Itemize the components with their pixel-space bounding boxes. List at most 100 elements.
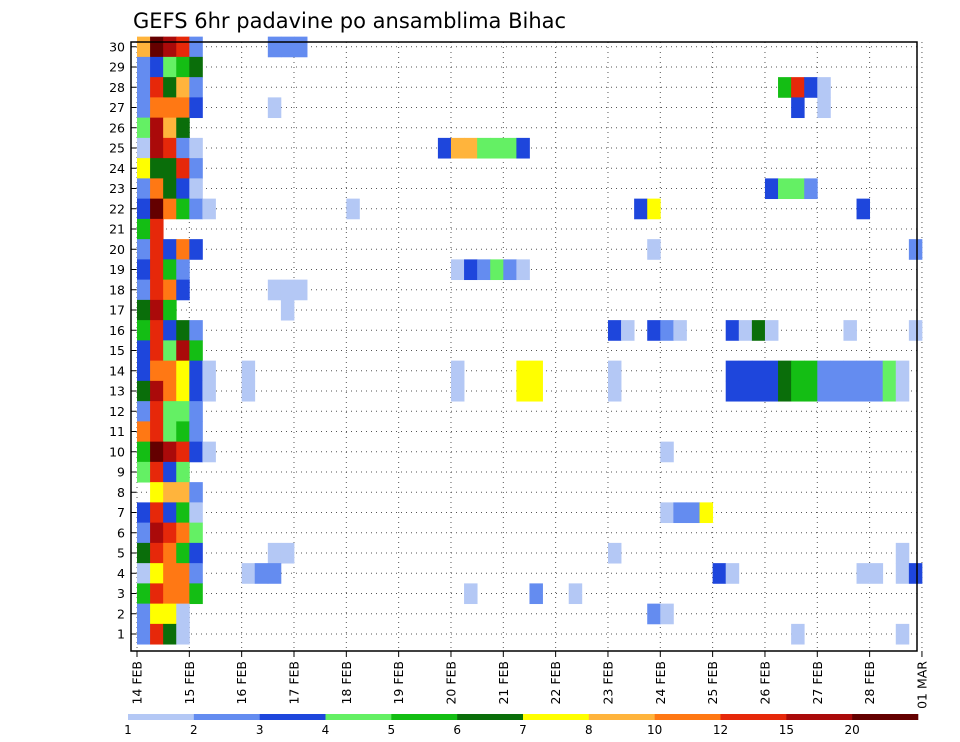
- heatmap-cell: [150, 279, 164, 301]
- heatmap-cell: [686, 502, 700, 524]
- heatmap-cell: [751, 360, 766, 382]
- heatmap-cell: [176, 239, 190, 260]
- heatmap-cell: [150, 421, 164, 443]
- y-axis-ticks: 1234567891011121314151617181920212223242…: [109, 39, 136, 642]
- heatmap-cell: [163, 97, 177, 119]
- x-tick-label: 15 FEB: [182, 661, 197, 705]
- heatmap-cell: [280, 279, 295, 301]
- heatmap-cell: [791, 623, 805, 645]
- heatmap-cell: [202, 380, 216, 402]
- heatmap-cell: [176, 259, 190, 281]
- heatmap-cell: [804, 77, 818, 98]
- heatmap-cell: [856, 563, 871, 584]
- heatmap-cell: [660, 502, 674, 524]
- heatmap-cell: [280, 299, 295, 321]
- colorbar-swatch: [654, 714, 721, 720]
- heatmap-cell: [137, 259, 151, 281]
- heatmap-cell: [163, 360, 177, 382]
- heatmap-cell: [137, 178, 151, 200]
- heatmap-cell: [568, 583, 583, 605]
- heatmap-cell: [137, 158, 151, 179]
- heatmap-cell: [150, 77, 164, 98]
- heatmap-cell: [660, 441, 674, 463]
- x-tick-label: 22 FEB: [548, 661, 563, 705]
- heatmap-cell: [150, 340, 164, 362]
- heatmap-cell: [150, 320, 164, 341]
- heatmap-cell: [189, 583, 203, 605]
- heatmap-cell: [137, 502, 151, 524]
- heatmap-cell: [621, 320, 635, 341]
- heatmap-cell: [189, 178, 203, 200]
- heatmap-cell: [607, 320, 622, 341]
- heatmap-cell: [202, 198, 216, 220]
- heatmap-cell: [293, 279, 308, 301]
- heatmap-cell: [490, 137, 504, 159]
- colorbar-label: 7: [519, 723, 527, 737]
- heatmap-cell: [804, 178, 818, 200]
- x-tick-label: 01 MAR: [914, 661, 929, 709]
- y-tick-label: 13: [109, 384, 125, 399]
- y-tick-label: 15: [109, 343, 125, 358]
- x-tick-label: 14 FEB: [130, 661, 145, 705]
- heatmap-cell: [176, 401, 190, 422]
- heatmap-cell: [163, 623, 177, 645]
- heatmap-cell: [163, 522, 177, 544]
- heatmap-cell: [163, 299, 177, 321]
- heatmap-cell: [882, 380, 897, 402]
- heatmap-cell: [869, 380, 884, 402]
- heatmap-cell: [150, 482, 164, 503]
- heatmap-cell: [163, 178, 177, 200]
- heatmap-cell: [895, 623, 910, 645]
- colorbar-swatch: [391, 714, 458, 720]
- heatmap-cell: [189, 36, 203, 58]
- heatmap-cell: [241, 360, 256, 382]
- colorbar-label: 1: [124, 723, 132, 737]
- colorbar-swatch: [523, 714, 590, 720]
- heatmap-cell: [791, 380, 805, 402]
- heatmap-cell: [176, 360, 190, 382]
- heatmap-cell: [163, 158, 177, 179]
- y-tick-label: 8: [117, 485, 125, 500]
- heatmap-cell: [516, 380, 530, 402]
- heatmap-cell: [163, 401, 177, 422]
- heatmap-cell: [189, 340, 203, 362]
- heatmap-cell: [150, 259, 164, 281]
- heatmap-cell: [176, 279, 190, 301]
- heatmap-cell: [647, 198, 661, 220]
- heatmap-cell: [163, 320, 177, 341]
- heatmap-cell: [882, 360, 897, 382]
- heatmap-cell: [280, 36, 295, 58]
- heatmap-cell: [189, 320, 203, 341]
- heatmap-cell: [150, 218, 164, 240]
- heatmap-cell: [163, 117, 177, 139]
- heatmap-cell: [647, 603, 661, 625]
- y-tick-label: 16: [109, 323, 125, 338]
- heatmap-cell: [137, 239, 151, 260]
- heatmap-cell: [150, 603, 164, 625]
- heatmap-cell: [150, 380, 164, 402]
- heatmap-cell: [450, 360, 465, 382]
- heatmap-cell: [137, 218, 151, 240]
- colorbar-swatch: [720, 714, 787, 720]
- heatmap-cell: [163, 56, 177, 78]
- heatmap-cell: [176, 56, 190, 78]
- heatmap-cell: [176, 340, 190, 362]
- heatmap-cell: [163, 279, 177, 301]
- heatmap-cell: [137, 522, 151, 544]
- heatmap-cell: [137, 401, 151, 422]
- heatmap-cell: [137, 320, 151, 341]
- heatmap-cell: [856, 380, 871, 402]
- heatmap-cell: [163, 36, 177, 58]
- heatmap-cell: [830, 360, 844, 382]
- heatmap-cell: [477, 259, 491, 281]
- heatmap-cell: [163, 563, 177, 584]
- heatmap-cell: [176, 603, 190, 625]
- heatmap-cell: [895, 563, 910, 584]
- heatmap-cell: [189, 158, 203, 179]
- heatmap-cell: [137, 77, 151, 98]
- x-axis-ticks: 14 FEB 15 FEB 16 FEB 17 FEB 18 FEB 19 FEB 20 F…: [130, 651, 929, 709]
- heatmap-cell: [189, 77, 203, 98]
- heatmap-cell: [241, 563, 256, 584]
- heatmap-cell: [189, 198, 203, 220]
- heatmap-cell: [503, 259, 517, 281]
